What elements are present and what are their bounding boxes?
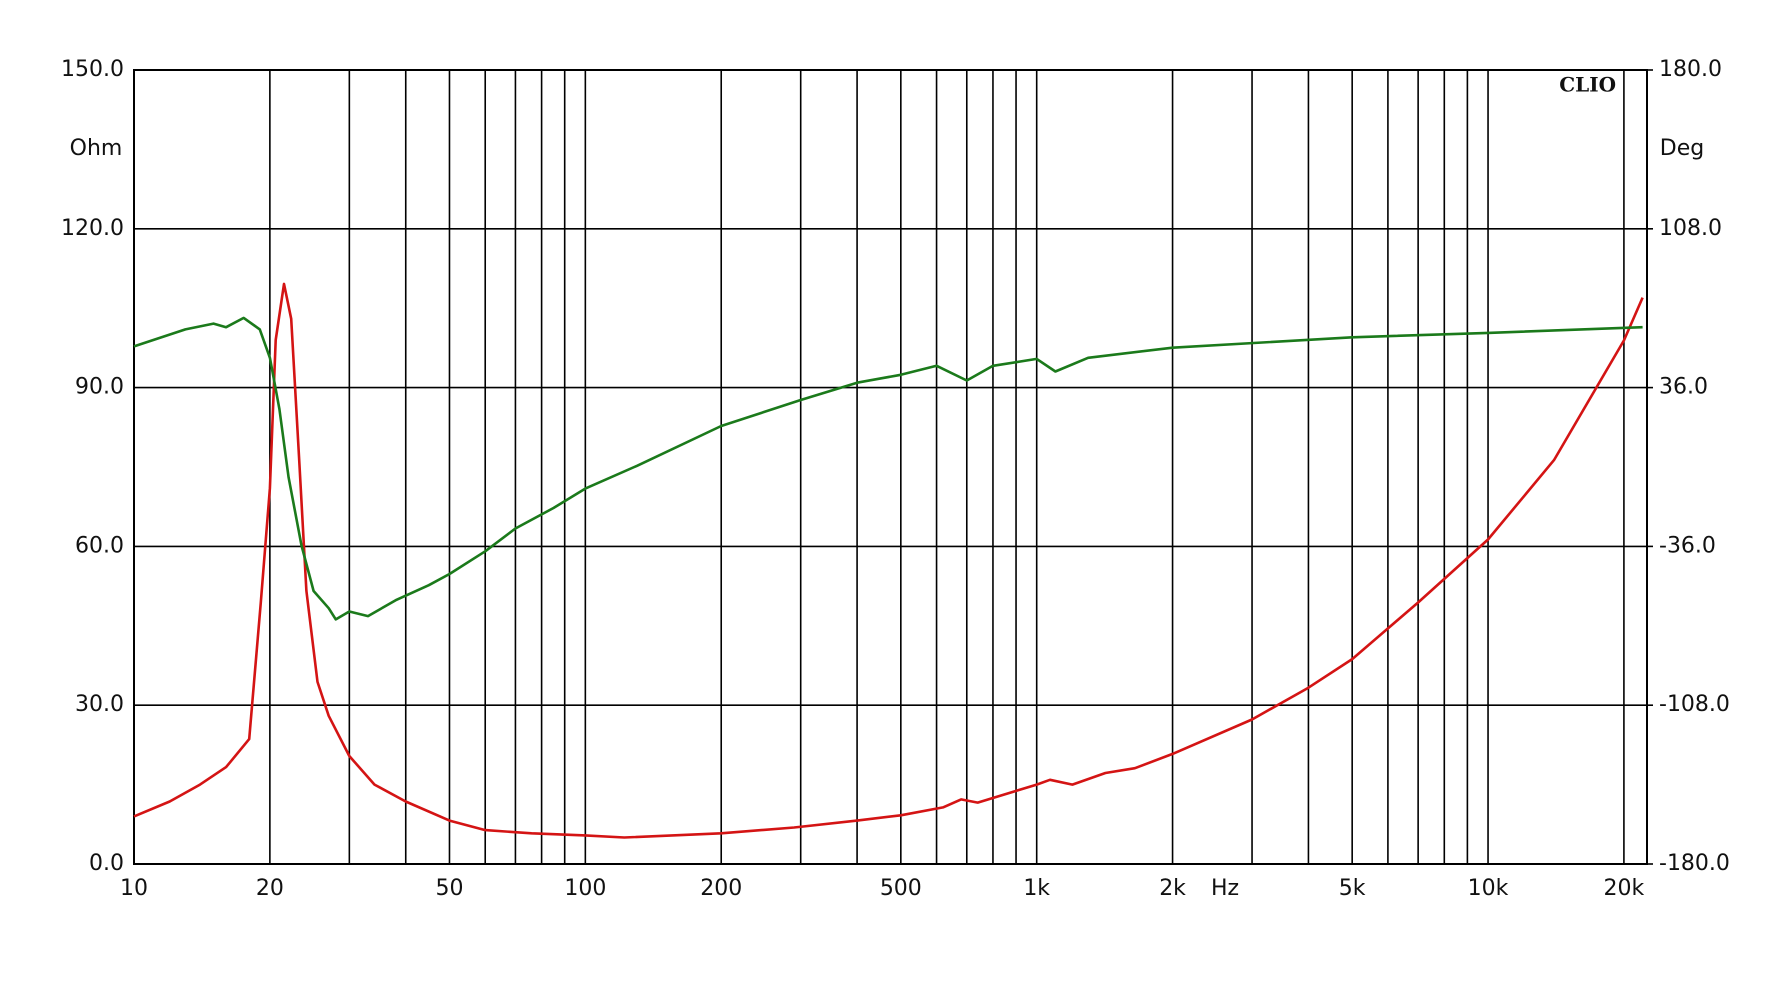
x-axis-label: Hz [1211,876,1239,901]
x-tick-label: 500 [880,876,922,901]
y-tick-label: 150.0 [61,57,124,82]
x-tick-label: 20 [256,876,284,901]
x-tick-label: 1k [1023,876,1050,901]
y2-tick-label: -180.0 [1659,851,1730,876]
y-tick-label: 90.0 [75,375,124,400]
y-tick-label: 30.0 [75,692,124,717]
chart-title: CLIO [1559,73,1616,97]
x-tick-label: 200 [700,876,742,901]
x-tick-label: 2k [1159,876,1186,901]
x-tick-label: 10k [1468,876,1509,901]
y-tick-label: 120.0 [61,216,124,241]
x-tick-label: 50 [435,876,463,901]
y2-axis-label: Deg [1660,136,1704,161]
y-tick-label: 0.0 [89,851,124,876]
plot-frame [133,69,1648,865]
y-axis-label: Ohm [70,136,123,161]
y2-tick-label: 108.0 [1659,216,1722,241]
series-line [133,282,1644,839]
y2-tick-label: -108.0 [1659,692,1730,717]
y2-tick-label: 36.0 [1659,375,1708,400]
x-tick-label: 10 [120,876,148,901]
series-line [133,316,1643,621]
y2-tick-label: -36.0 [1659,533,1716,558]
y2-tick-label: 180.0 [1659,57,1722,82]
x-tick-label: 100 [564,876,606,901]
y-tick-label: 60.0 [75,533,124,558]
x-tick-label: 20k [1604,876,1645,901]
x-tick-label: 5k [1339,876,1366,901]
